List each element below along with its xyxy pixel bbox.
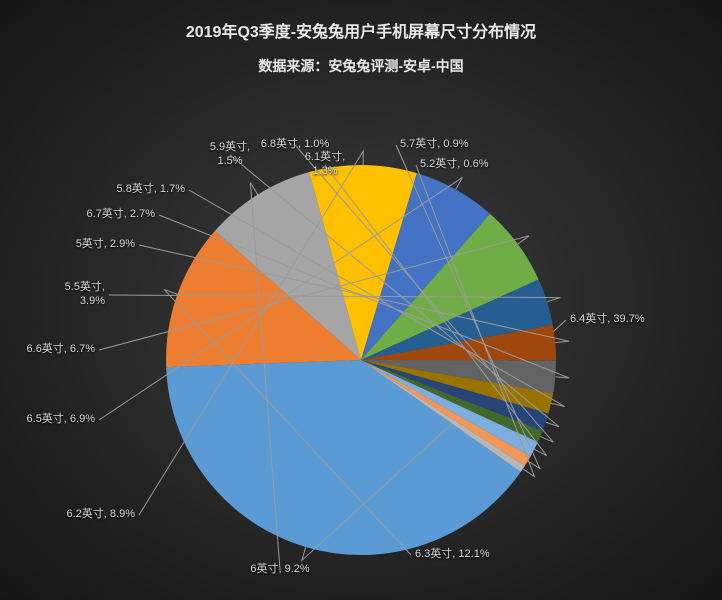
slice-label: 6.4英寸, 39.7% [570,313,645,327]
slice-label: 6.6英寸, 6.7% [27,343,95,357]
pie-chart: 6.4英寸, 39.7% 6.3英寸, 12.1% 6英寸, 9.2% 6.2英寸, … [0,100,722,590]
slice-label: 6英寸, 9.2% [235,563,325,577]
slice-label: 6.8英寸, 1.0% [250,138,340,152]
slice-label: 5.8英寸, 1.7% [117,183,185,197]
slice-label: 6.5英寸, 6.9% [27,413,95,427]
chart-subtitle: 数据来源：安兔兔评测-安卓-中国 [0,42,722,76]
slice-label: 6.7英寸, 2.7% [87,208,155,222]
slice-label: 5.5英寸,3.9% [65,281,105,309]
slice-label: 5.7英寸, 0.9% [400,138,468,152]
slice-label: 5.2英寸, 0.6% [420,158,488,172]
slice-label: 5英寸, 2.9% [76,238,135,252]
slice-label: 6.1英寸,1.3% [280,151,370,179]
slice-label: 6.3英寸, 12.1% [415,548,490,562]
slice-label: 6.2英寸, 8.9% [67,508,135,522]
chart-title: 2019年Q3季度-安兔兔用户手机屏幕尺寸分布情况 [0,0,722,42]
